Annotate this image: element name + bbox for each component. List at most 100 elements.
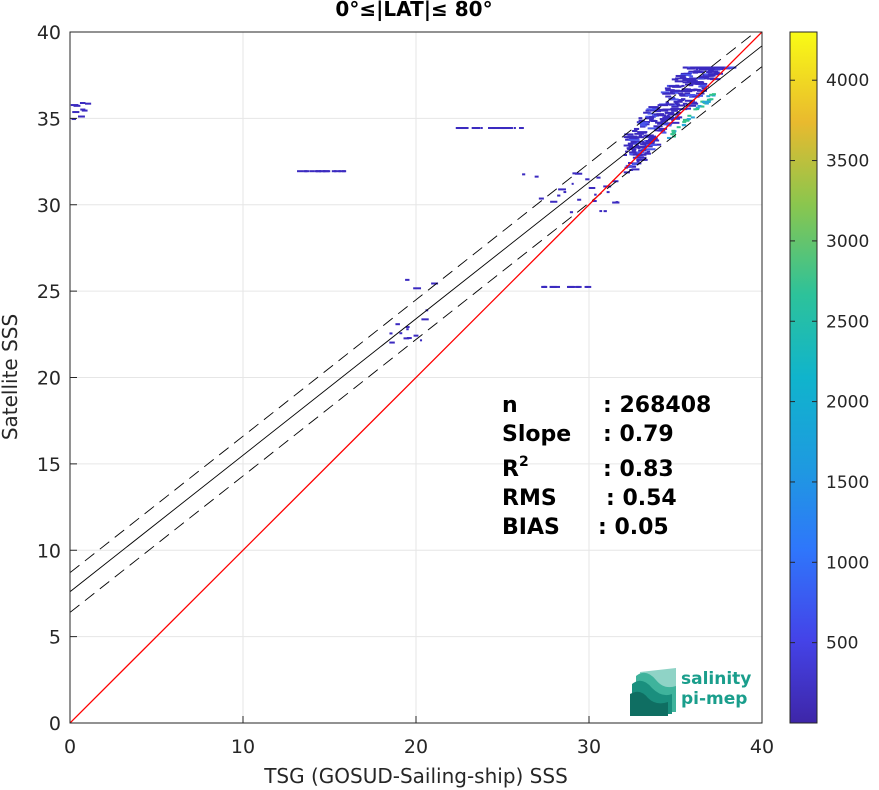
density-cell — [631, 141, 637, 144]
density-cell-hot — [687, 114, 692, 117]
density-cell — [628, 136, 634, 139]
density-cell — [612, 180, 619, 183]
y-tick-label: 10 — [37, 540, 61, 562]
density-cell — [594, 193, 597, 196]
density-cell — [72, 111, 80, 114]
density-cell — [695, 68, 699, 71]
y-tick-label: 35 — [37, 108, 61, 130]
density-cell — [297, 170, 304, 173]
density-cell — [480, 127, 483, 130]
density-cell — [584, 285, 592, 288]
density-cell — [693, 70, 700, 73]
stat-rms-label: RMS — [502, 486, 557, 511]
density-cell — [331, 170, 337, 173]
density-cell — [657, 122, 665, 125]
density-cell — [674, 113, 679, 116]
density-cell — [558, 188, 566, 191]
density-cell — [389, 341, 395, 344]
y-tick-label: 30 — [37, 195, 61, 217]
density-cell — [697, 66, 705, 69]
y-axis-label: Satellite SSS — [0, 314, 22, 440]
density-cell — [79, 102, 86, 105]
density-cell-hot — [700, 105, 705, 108]
density-cell — [588, 187, 596, 190]
density-cell-hot — [702, 101, 707, 104]
density-cell — [543, 285, 548, 288]
density-cell — [81, 109, 88, 112]
density-cell — [518, 127, 524, 130]
colorbar-tick-label: 500 — [826, 634, 858, 654]
x-axis-label: TSG (GOSUD-Sailing-ship) SSS — [263, 764, 568, 788]
density-cell-hot — [676, 126, 681, 129]
density-cell — [682, 81, 693, 84]
density-cell — [688, 84, 694, 87]
density-cell-hot — [685, 119, 690, 122]
density-cell — [645, 109, 650, 112]
density-cell — [673, 100, 683, 103]
density-cell — [431, 282, 439, 285]
density-cell — [671, 109, 679, 112]
density-cell — [669, 112, 675, 115]
density-cell — [513, 127, 516, 130]
density-cell — [676, 103, 681, 106]
density-cell-hot — [682, 120, 687, 123]
density-cell — [657, 104, 669, 107]
density-cell-hot — [682, 119, 687, 122]
density-cell — [664, 111, 675, 114]
density-cell-hot — [711, 94, 716, 97]
density-cell — [671, 78, 679, 81]
density-cell — [395, 323, 400, 326]
density-cell — [658, 127, 668, 130]
density-cell-hot — [690, 116, 695, 119]
density-cell — [455, 127, 464, 130]
density-cell — [419, 339, 423, 342]
density-cell — [708, 66, 716, 69]
chart-title: 0°≤|LAT|≤ 80° — [335, 0, 492, 21]
density-cell — [654, 110, 662, 113]
density-cell — [701, 82, 708, 85]
density-cell — [680, 72, 691, 75]
density-cell — [656, 113, 665, 116]
density-cell — [638, 134, 643, 137]
density-cell — [642, 131, 647, 134]
density-cell — [707, 70, 716, 73]
colorbar: 500 1000 1500 2000 2500 3000 3500 4000 — [789, 31, 869, 724]
density-cell — [655, 121, 664, 124]
y-tick-label: 20 — [37, 368, 61, 390]
density-cell — [670, 89, 680, 92]
density-cell — [684, 107, 692, 110]
density-cell — [629, 151, 637, 154]
density-cell — [80, 108, 86, 111]
density-cell — [689, 77, 696, 80]
density-cell — [677, 99, 685, 102]
density-cell — [406, 328, 409, 331]
colorbar-tick-label: 2000 — [826, 393, 869, 413]
density-cell — [653, 125, 663, 128]
stat-bias-value: : 0.05 — [598, 515, 669, 540]
density-cell — [669, 103, 680, 106]
x-axis-ticks: 0 10 20 30 40 — [64, 716, 774, 758]
density-cell — [695, 81, 705, 84]
density-cell — [699, 68, 708, 71]
density-cell — [682, 66, 687, 69]
density-cell — [649, 118, 654, 121]
density-cell — [712, 66, 724, 69]
density-cell — [612, 201, 620, 204]
stats-box: n : 268408 Slope : 0.79 R2 : 0.83 RMS : … — [502, 393, 711, 540]
density-cell — [686, 67, 696, 70]
density-cell — [660, 131, 667, 134]
density-cell — [538, 197, 544, 200]
density-cell — [662, 108, 672, 111]
density-cell — [639, 125, 646, 128]
density-cell — [640, 143, 649, 146]
density-cell — [639, 124, 648, 127]
density-cell — [550, 200, 558, 203]
density-cell — [699, 84, 707, 87]
density-cell — [646, 140, 652, 143]
density-cell — [662, 116, 673, 119]
density-cell-hot — [709, 98, 714, 101]
logo-line2: pi-mep — [681, 689, 747, 709]
density-cell — [406, 337, 412, 340]
density-cell — [507, 127, 513, 130]
